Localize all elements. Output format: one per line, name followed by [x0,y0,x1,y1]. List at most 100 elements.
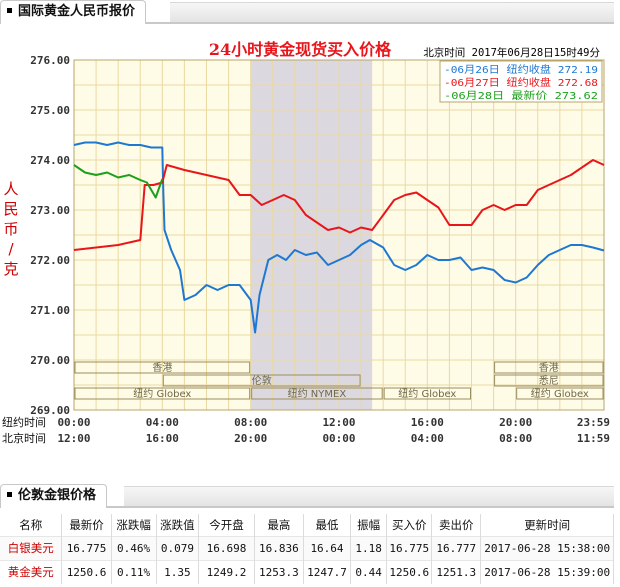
ny-tick-label: 00:00 [57,416,90,429]
series-line [73,141,605,334]
table-cell: 0.079 [156,535,200,560]
y-tick-label: 273.00 [30,204,70,217]
ny-tick-label: 12:00 [322,416,355,429]
plot-border [73,59,605,411]
bj-tick-label: 11:59 [577,432,610,445]
bj-tick-label: 08:00 [499,432,532,445]
column-header[interactable]: 今开盘 [198,514,255,536]
table-cell: 2017-06-28 15:39:00 [480,559,614,584]
y-tick-label: 271.00 [30,304,70,317]
header-bar-2 [124,486,614,506]
column-header[interactable]: 更新时间 [480,514,614,536]
session-label: 悉尼 [539,375,559,387]
gold-panel-tab[interactable]: 国际黄金人民币报价 [0,0,147,24]
table-cell: 0.44 [350,559,388,584]
table-cell: 16.836 [254,535,305,560]
session-bar [251,387,383,400]
ny-tick-label: 20:00 [499,416,532,429]
table-cell: 1251.3 [431,559,482,584]
column-header[interactable]: 卖出价 [431,514,482,536]
silver-panel-title: 伦敦金银价格 [18,488,97,503]
ny-row-label: 纽约时间 [2,415,46,429]
series-lines [73,141,605,334]
price-table: 名称 最新价 涨跌幅 涨跌值 今开盘 最高 最低 振幅 买入价 卖出价 更新时间 白银美元 16.77… [0,514,614,584]
session-bar [74,361,251,374]
session-bar [74,387,251,400]
y-tick-label: 272.00 [30,254,70,267]
y-axis-label: 人民币 / 克 [3,180,18,278]
y-axis-label-char: / [8,240,14,258]
session-label: 纽约 Globex [398,387,456,400]
bj-tick-label: 12:00 [57,432,90,445]
bj-row-label: 北京时间 [2,431,46,445]
table-header-row: 名称 最新价 涨跌幅 涨跌值 今开盘 最高 最低 振幅 买入价 卖出价 更新时间 [0,514,614,536]
column-header[interactable]: 买入价 [386,514,433,536]
bj-tick-label: 20:00 [234,432,267,445]
table-cell: 16.775 [61,535,112,560]
table-cell: 16.775 [386,535,433,560]
legend-entry: -06月27日 纽约收盘 272.68 [444,76,598,89]
session-bar [494,374,604,387]
table-cell: 1247.7 [303,559,352,584]
table-cell: 1250.6 [61,559,112,584]
ny-tick-label: 08:00 [234,416,267,429]
session-label: 纽约 NYMEX [288,387,347,400]
bj-tick-label: 04:00 [411,432,444,445]
table-cell: 0.46% [111,535,157,560]
table-body: 白银美元 16.775 0.46% 0.079 16.698 16.836 16.64 1.1… [0,535,614,584]
ny-tick-label: 16:00 [411,416,444,429]
table-cell: 1250.6 [386,559,433,584]
table-cell: 16.698 [198,535,255,560]
table-row: 黄金美元 1250.6 0.11% 1.35 1249.2 1253.3 1247.7 0.4… [0,559,614,584]
gold-panel-header: 国际黄金人民币报价 [0,0,614,24]
gold-panel-title: 国际黄金人民币报价 [18,4,136,19]
session-label: 伦敦 [252,374,272,387]
table-cell: 16.64 [303,535,352,560]
header-bar [170,2,614,22]
series-line [73,164,164,199]
session-label: 纽约 Globex [133,387,191,400]
y-tick-label: 269.00 [30,404,70,417]
y-tick-label: 274.00 [30,154,70,167]
column-header[interactable]: 名称 [0,514,63,536]
y-tick-label: 270.00 [30,354,70,367]
table-cell: 1249.2 [198,559,255,584]
column-header[interactable]: 最高 [254,514,305,536]
silver-panel-tab[interactable]: 伦敦金银价格 [0,484,108,508]
session-bar [162,374,361,387]
table-cell: 1.18 [350,535,388,560]
y-tick-label: 275.00 [30,104,70,117]
session-label: 香港 [539,362,559,374]
instrument-name-link[interactable]: 白银美元 [0,535,63,560]
bj-tick-label: 16:00 [146,432,179,445]
session-bar [383,387,471,400]
column-header[interactable]: 最新价 [61,514,112,536]
table-cell: 1.35 [156,559,200,584]
y-axis-label-char: 民 [3,200,18,218]
table-cell: 0.11% [111,559,157,584]
legend-entry: -06月26日 纽约收盘 272.19 [444,63,598,76]
session-label: 纽约 Globex [531,387,589,400]
legend-box [439,60,603,103]
chart-clock: 北京时间 2017年06月28日15时49分 [423,46,600,59]
instrument-name-link[interactable]: 黄金美元 [0,559,63,584]
table-cell: 1253.3 [254,559,305,584]
session-bar [494,361,604,374]
chart-legend: -06月26日 纽约收盘 272.19-06月27日 纽约收盘 272.68-0… [439,60,603,103]
column-header[interactable]: 涨跌值 [156,514,200,536]
column-header[interactable]: 振幅 [350,514,388,536]
bullet-icon [7,8,12,13]
legend-entry: -06月28日 最新价 273.62 [444,89,598,102]
column-header[interactable]: 最低 [303,514,352,536]
silver-panel-header: 伦敦金银价格 [0,484,614,508]
y-axis-label-char: 克 [3,260,18,278]
column-header[interactable]: 涨跌幅 [111,514,157,536]
table-cell: 16.777 [431,535,482,560]
bullet-icon [7,492,12,497]
session-bar [516,387,604,400]
table-cell: 2017-06-28 15:38:00 [480,535,614,560]
series-line [73,159,605,251]
y-tick-label: 276.00 [30,54,70,67]
